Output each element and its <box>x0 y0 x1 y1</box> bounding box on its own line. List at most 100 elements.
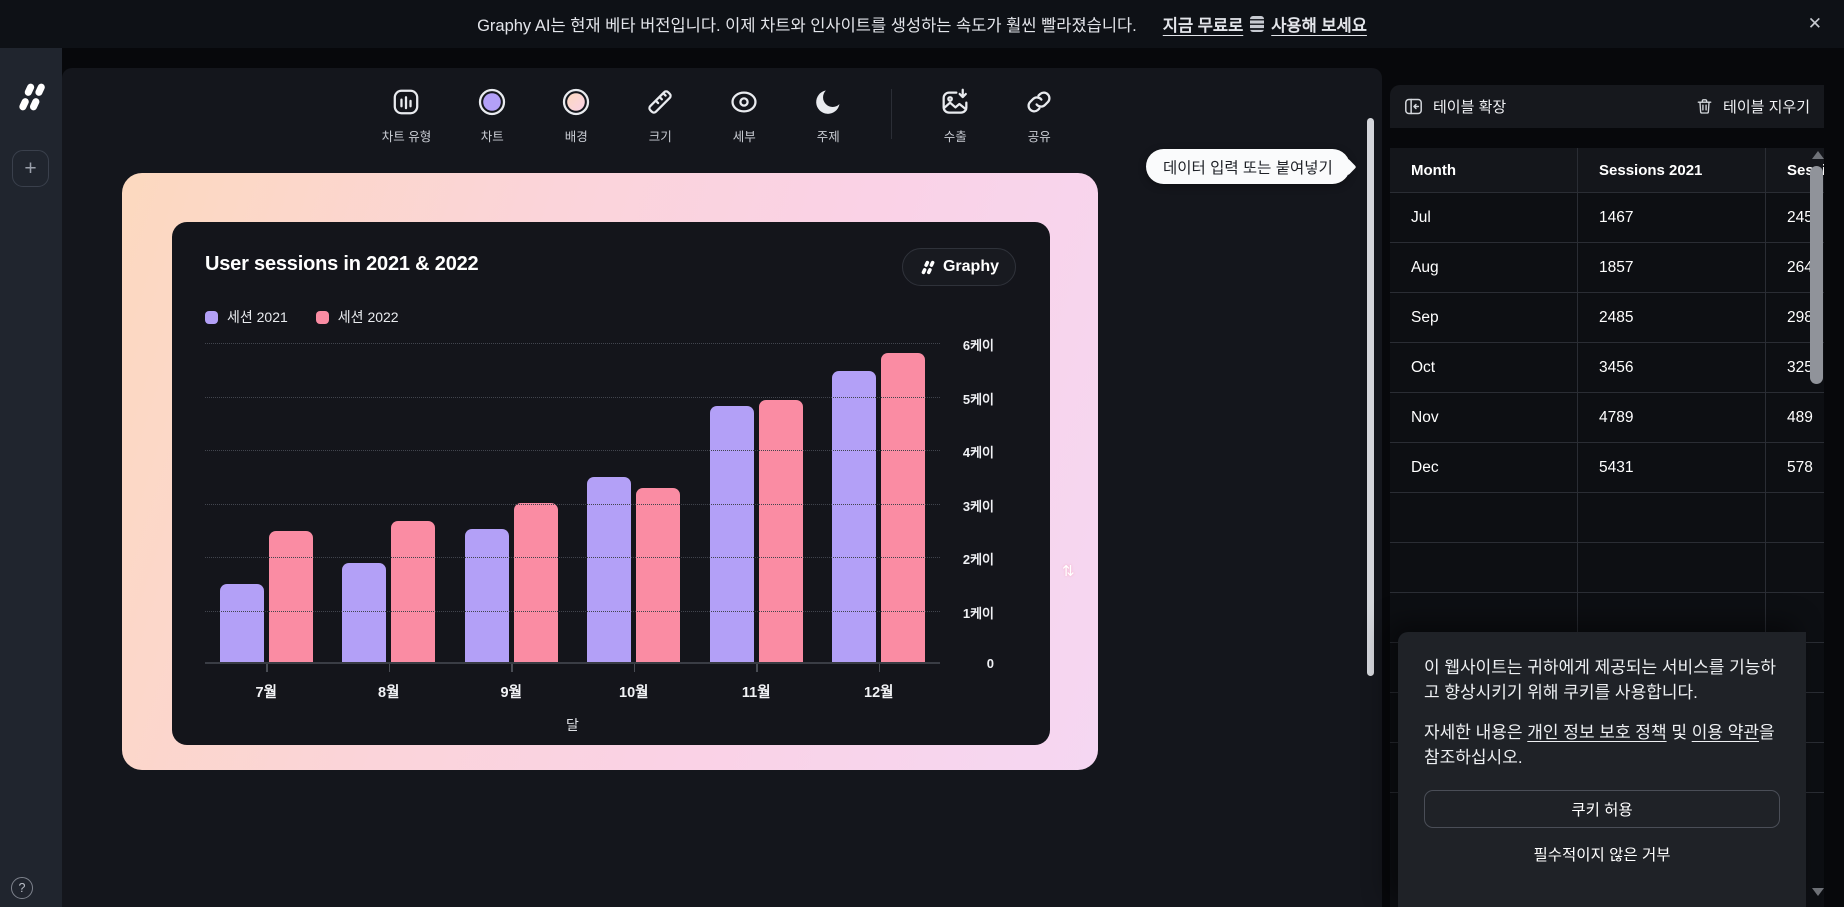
bar-group: 10월 <box>587 343 681 701</box>
legend-label: 세션 2022 <box>337 309 399 325</box>
legend-item-2021[interactable]: 세션 2021 <box>205 307 288 327</box>
table-cell[interactable]: 1857 <box>1578 243 1766 292</box>
bar-sessions-2021[interactable] <box>832 371 877 662</box>
table-cell[interactable] <box>1578 543 1766 592</box>
bar-sessions-2022[interactable] <box>758 400 803 662</box>
ruler-icon <box>641 83 679 121</box>
x-axis-tick <box>878 664 881 672</box>
table-cell[interactable]: Aug <box>1390 243 1578 292</box>
detail-eye-icon <box>725 83 763 121</box>
table-row <box>1390 543 1824 593</box>
tool-label: 배경 <box>564 130 588 144</box>
tool-detail[interactable]: 세부 <box>721 83 767 145</box>
table-cell[interactable] <box>1766 543 1824 592</box>
table-cell[interactable]: 298 <box>1766 293 1824 342</box>
chart-background-card[interactable]: User sessions in 2021 & 2022 Graphy 세션 2… <box>122 173 1098 770</box>
scroll-up-arrow-icon[interactable] <box>1812 151 1824 159</box>
new-chart-button[interactable]: + <box>12 150 49 187</box>
y-axis-labels: 0 1케이 2케이 3케이 4케이 5케이 6케이 <box>962 338 994 671</box>
y-axis-tick-label: 6케이 <box>962 338 994 353</box>
table-cell[interactable]: 578 <box>1766 443 1824 492</box>
table-cell[interactable]: 5431 <box>1578 443 1766 492</box>
x-axis-tick <box>266 664 268 672</box>
bar-sessions-2021[interactable] <box>587 477 632 662</box>
banner-cta-link[interactable]: 지금 무료로 사용해 보세요 <box>1163 12 1367 36</box>
table-cell[interactable] <box>1766 493 1824 542</box>
legend-item-2022[interactable]: 세션 2022 <box>315 307 399 327</box>
y-axis-tick-label: 5케이 <box>962 391 994 407</box>
question-icon: ? <box>18 880 26 895</box>
export-image-icon <box>936 83 974 121</box>
accept-cookies-button[interactable]: 쿠키 허용 <box>1424 789 1780 828</box>
canvas-scrollbar-thumb[interactable] <box>1367 118 1374 676</box>
chart-toolbar: 차트 유형 차트 <box>62 83 1382 145</box>
tool-background[interactable]: 배경 <box>553 83 599 145</box>
table-cell[interactable]: Nov <box>1390 393 1578 442</box>
gridline <box>205 503 940 505</box>
graphy-logo-icon[interactable] <box>14 80 48 114</box>
table-scrollbar-thumb[interactable] <box>1810 166 1823 384</box>
help-button[interactable]: ? <box>11 877 33 899</box>
bar-sessions-2021[interactable] <box>342 563 387 662</box>
bar-sessions-2021[interactable] <box>709 406 754 662</box>
y-axis-tick-label: 1케이 <box>962 605 994 621</box>
graphy-brand-badge[interactable]: Graphy <box>901 248 1016 286</box>
bar-group: 7월 <box>219 343 313 701</box>
expand-panel-icon <box>1405 98 1422 115</box>
background-color-icon <box>557 83 595 121</box>
table-cell[interactable]: Jul <box>1390 193 1578 242</box>
chart-color-icon <box>473 83 511 121</box>
table-cell[interactable] <box>1390 593 1578 642</box>
table-cell[interactable]: 1467 <box>1578 193 1766 242</box>
bar-sessions-2021[interactable] <box>219 584 264 662</box>
banner-close-button[interactable]: ✕ <box>1808 0 1822 48</box>
table-cell[interactable]: 264 <box>1766 243 1824 292</box>
table-row: Dec 5431 578 <box>1390 443 1824 493</box>
terms-link[interactable]: 이용 약관 <box>1691 723 1759 743</box>
x-axis-label: 8월 <box>378 685 400 701</box>
table-cell[interactable]: 245 <box>1766 193 1824 242</box>
tool-size[interactable]: 크기 <box>637 83 683 145</box>
y-axis-tick-label: 2케이 <box>962 552 994 567</box>
table-cell[interactable]: Oct <box>1390 343 1578 392</box>
table-row: Nov 4789 489 <box>1390 393 1824 443</box>
bar-sessions-2022[interactable] <box>881 353 926 662</box>
reject-cookies-button[interactable]: 필수적이지 않은 거부 <box>1424 843 1780 865</box>
gridline <box>205 450 940 451</box>
resize-cursor-icon: ⇅ <box>1062 563 1075 580</box>
bar-group: 9월 <box>464 343 558 701</box>
table-cell[interactable]: Dec <box>1390 443 1578 492</box>
expand-table-button[interactable]: 테이블 확장 <box>1403 96 1506 117</box>
table-cell[interactable]: Sep <box>1390 293 1578 342</box>
banner-cta-text-after: 사용해 보세요 <box>1271 17 1367 35</box>
table-cell[interactable]: 4789 <box>1578 393 1766 442</box>
clear-table-button[interactable]: 테이블 지우기 <box>1695 96 1810 117</box>
cookie-text-line1: 이 웹사이트는 귀하에게 제공되는 서비스를 기능하고 향상시키기 위해 쿠키를… <box>1424 658 1777 702</box>
bar-sessions-2021[interactable] <box>464 529 509 662</box>
bar-sessions-2022[interactable] <box>391 521 436 662</box>
table-row <box>1390 493 1824 543</box>
tool-chart-type[interactable]: 차트 유형 <box>382 83 431 145</box>
bar-sessions-2022[interactable] <box>268 531 313 662</box>
tool-export[interactable]: 수출 <box>932 83 978 145</box>
tool-chart[interactable]: 차트 <box>469 83 515 145</box>
table-cell[interactable] <box>1390 493 1578 542</box>
bar-sessions-2022[interactable] <box>513 503 558 662</box>
x-axis-title: 달 <box>566 717 579 733</box>
share-link-icon <box>1020 83 1058 121</box>
table-cell[interactable]: 489 <box>1766 393 1824 442</box>
privacy-policy-link[interactable]: 개인 정보 보호 정책 <box>1527 723 1667 743</box>
table-cell[interactable]: 3456 <box>1578 343 1766 392</box>
table-cell[interactable]: 2485 <box>1578 293 1766 342</box>
moon-icon <box>809 83 847 121</box>
tool-theme[interactable]: 주제 <box>805 83 851 145</box>
scroll-down-arrow-icon[interactable] <box>1812 888 1824 896</box>
left-sidebar: + ? <box>0 48 62 907</box>
tool-share[interactable]: 공유 <box>1016 83 1062 145</box>
table-cell[interactable] <box>1578 593 1766 642</box>
bar-sessions-2022[interactable] <box>636 488 681 662</box>
table-cell[interactable]: 325 <box>1766 343 1824 392</box>
table-cell[interactable] <box>1578 493 1766 542</box>
table-cell[interactable] <box>1390 543 1578 592</box>
table-row: Sep 2485 298 <box>1390 293 1824 343</box>
